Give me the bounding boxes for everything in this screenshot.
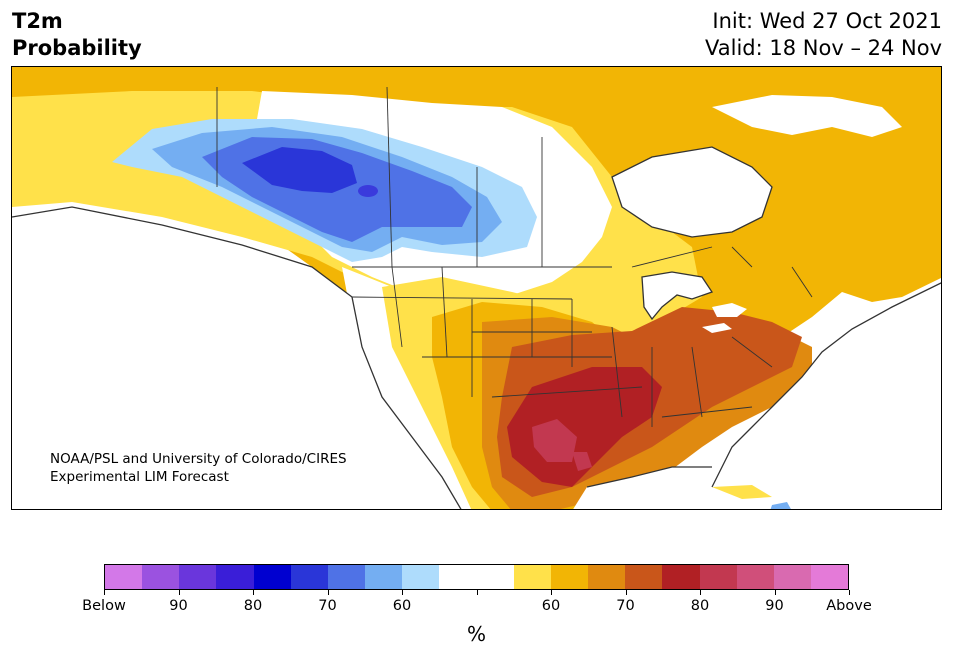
colorbar-label: 90 [169, 598, 188, 614]
map-title: T2m Probability [12, 8, 142, 62]
colorbar-tick [402, 590, 403, 595]
colorbar-tick [625, 590, 627, 595]
pacific-ocean [12, 207, 461, 509]
zone-magenta [532, 419, 577, 462]
colorbar-tick-labels: Below 90 80 70 60 60 70 80 90 Above [82, 590, 872, 618]
colorbar-swatch [513, 565, 551, 589]
bahamas-blue [770, 502, 791, 509]
colorbar-label: 60 [541, 598, 561, 614]
atlantic-ocean [732, 282, 941, 509]
colorbar-label: 60 [392, 598, 412, 614]
title-line-type: Probability [12, 36, 142, 60]
gulf-of-mexico [573, 467, 751, 509]
colorbar-swatch [625, 565, 663, 589]
colorbar-tick [476, 590, 478, 595]
valid-range: Valid: 18 Nov – 24 Nov [705, 36, 942, 60]
forecast-dates: Init: Wed 27 Oct 2021 Valid: 18 Nov – 24… [705, 8, 942, 62]
map-panel: NOAA/PSL and University of Colorado/CIRE… [11, 66, 942, 510]
colorbar-swatch [365, 565, 403, 589]
credit-line-2: Experimental LIM Forecast [50, 469, 229, 485]
colorbar-tick [849, 590, 850, 595]
colorbar-tick [104, 590, 105, 595]
great-lakes [642, 272, 747, 333]
zone-deep-blue [358, 185, 378, 197]
credit-line-1: NOAA/PSL and University of Colorado/CIRE… [50, 451, 347, 467]
colorbar-swatch [588, 565, 626, 589]
zone-magenta-south [572, 452, 592, 471]
probability-colorbar [104, 564, 849, 590]
colorbar-label: Below [82, 598, 126, 614]
colorbar-swatch [439, 565, 477, 589]
colorbar-swatch [550, 565, 589, 589]
colorbar-swatch [662, 565, 700, 589]
colorbar-swatch [179, 565, 217, 589]
forecast-map [12, 67, 941, 509]
colorbar-tick [327, 590, 329, 595]
colorbar-swatch [402, 565, 440, 589]
colorbar-swatch [105, 565, 143, 589]
colorbar-tick [178, 590, 180, 595]
colorbar-swatch [290, 565, 328, 589]
political-borders [216, 86, 813, 427]
credit-text: NOAA/PSL and University of Colorado/CIRE… [50, 450, 347, 486]
colorbar-label: Above [826, 598, 872, 614]
hudson-bay [612, 147, 772, 237]
colorbar-tick [700, 590, 701, 595]
colorbar-label: 90 [765, 598, 784, 614]
colorbar-swatch [736, 565, 774, 589]
colorbar-swatch [476, 565, 514, 589]
coastlines [12, 146, 941, 509]
zone-white-west [342, 267, 432, 427]
colorbar-swatch [216, 565, 254, 589]
colorbar-swatch [253, 565, 291, 589]
colorbar-swatch [142, 565, 180, 589]
cuba [712, 485, 772, 499]
colorbar-label: 80 [243, 598, 263, 614]
arctic-water [712, 95, 902, 137]
zone-blue [242, 147, 357, 193]
colorbar-swatch [773, 565, 811, 589]
colorbar-swatch [699, 565, 737, 589]
init-date: Init: Wed 27 Oct 2021 [712, 9, 942, 33]
colorbar-label: 70 [318, 598, 337, 614]
colorbar-label: 70 [616, 598, 635, 614]
colorbar-label: 80 [690, 598, 710, 614]
title-line-variable: T2m [12, 9, 63, 33]
colorbar-swatch [810, 565, 849, 589]
colorbar-unit: % [466, 622, 486, 646]
colorbar-tick [253, 590, 254, 595]
colorbar-swatch [327, 565, 366, 589]
colorbar-tick [551, 590, 552, 595]
colorbar-tick [774, 590, 776, 595]
